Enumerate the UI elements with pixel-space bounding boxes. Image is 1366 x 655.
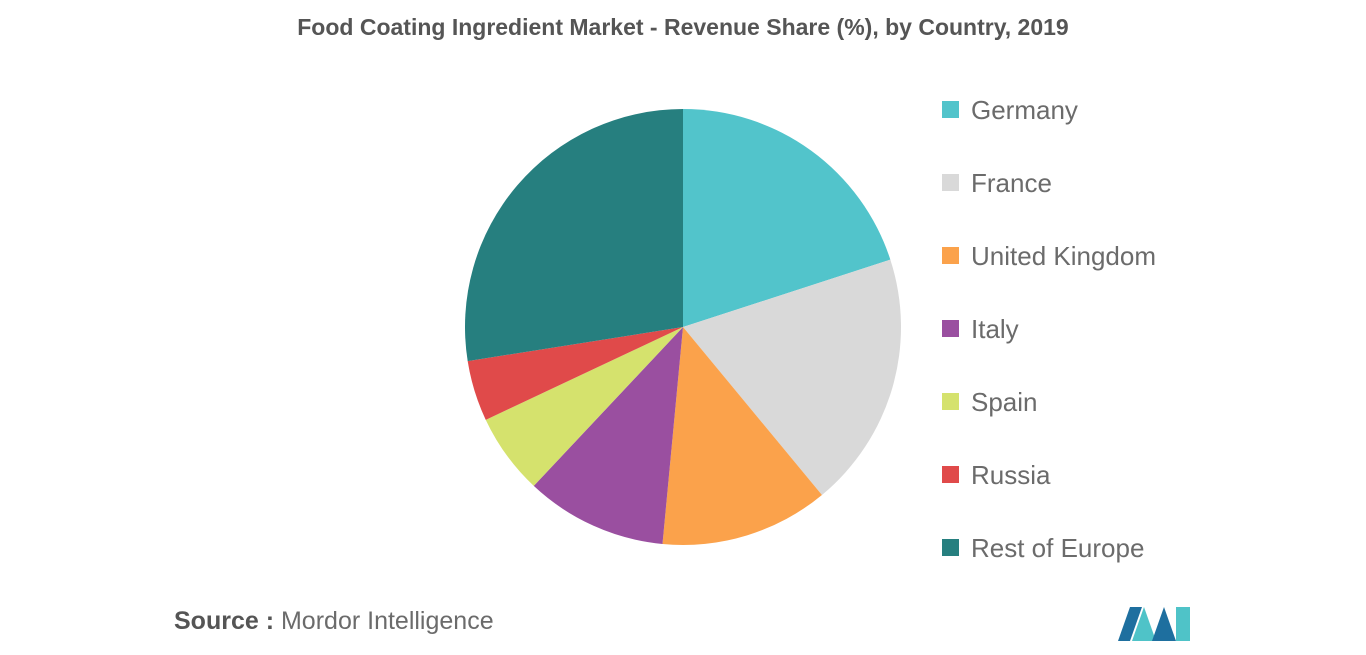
- legend-swatch: [942, 539, 959, 556]
- legend-label: United Kingdom: [971, 241, 1156, 271]
- legend-label: Italy: [971, 314, 1019, 344]
- legend-item: Italy: [942, 307, 1156, 380]
- source-text: Mordor Intelligence: [280, 607, 494, 635]
- legend-label: Germany: [971, 95, 1078, 125]
- legend-swatch: [942, 393, 959, 410]
- pie-slice-germany: [683, 109, 891, 327]
- legend-item: France: [942, 161, 1156, 234]
- pie-slice-russia: [467, 327, 683, 420]
- pie-slice-france: [683, 259, 902, 495]
- mordor-intelligence-logo-icon: [1118, 607, 1190, 641]
- source-label: Source :: [174, 607, 275, 635]
- legend-item: United Kingdom: [942, 234, 1156, 307]
- legend: Germany France United Kingdom Italy Spain Rus…: [942, 88, 1156, 599]
- pie-slice-rest-of-europe: [464, 109, 683, 362]
- legend-item: Rest of Europe: [942, 526, 1156, 599]
- legend-label: Russia: [971, 460, 1051, 490]
- legend-label: Rest of Europe: [971, 533, 1145, 563]
- legend-swatch: [942, 101, 959, 118]
- legend-label: France: [971, 168, 1052, 198]
- legend-swatch: [942, 466, 959, 483]
- legend-item: Russia: [942, 453, 1156, 526]
- legend-label: Spain: [971, 387, 1038, 417]
- pie-slice-italy: [533, 327, 683, 545]
- legend-swatch: [942, 247, 959, 264]
- chart-title: Food Coating Ingredient Market - Revenue…: [297, 14, 1069, 40]
- pie-slice-united-kingdom: [662, 327, 822, 545]
- legend-swatch: [942, 174, 959, 191]
- pie-slice-spain: [485, 327, 683, 486]
- source-note: Source : Mordor Intelligence: [174, 607, 494, 636]
- legend-swatch: [942, 320, 959, 337]
- legend-item: Spain: [942, 380, 1156, 453]
- legend-item: Germany: [942, 88, 1156, 161]
